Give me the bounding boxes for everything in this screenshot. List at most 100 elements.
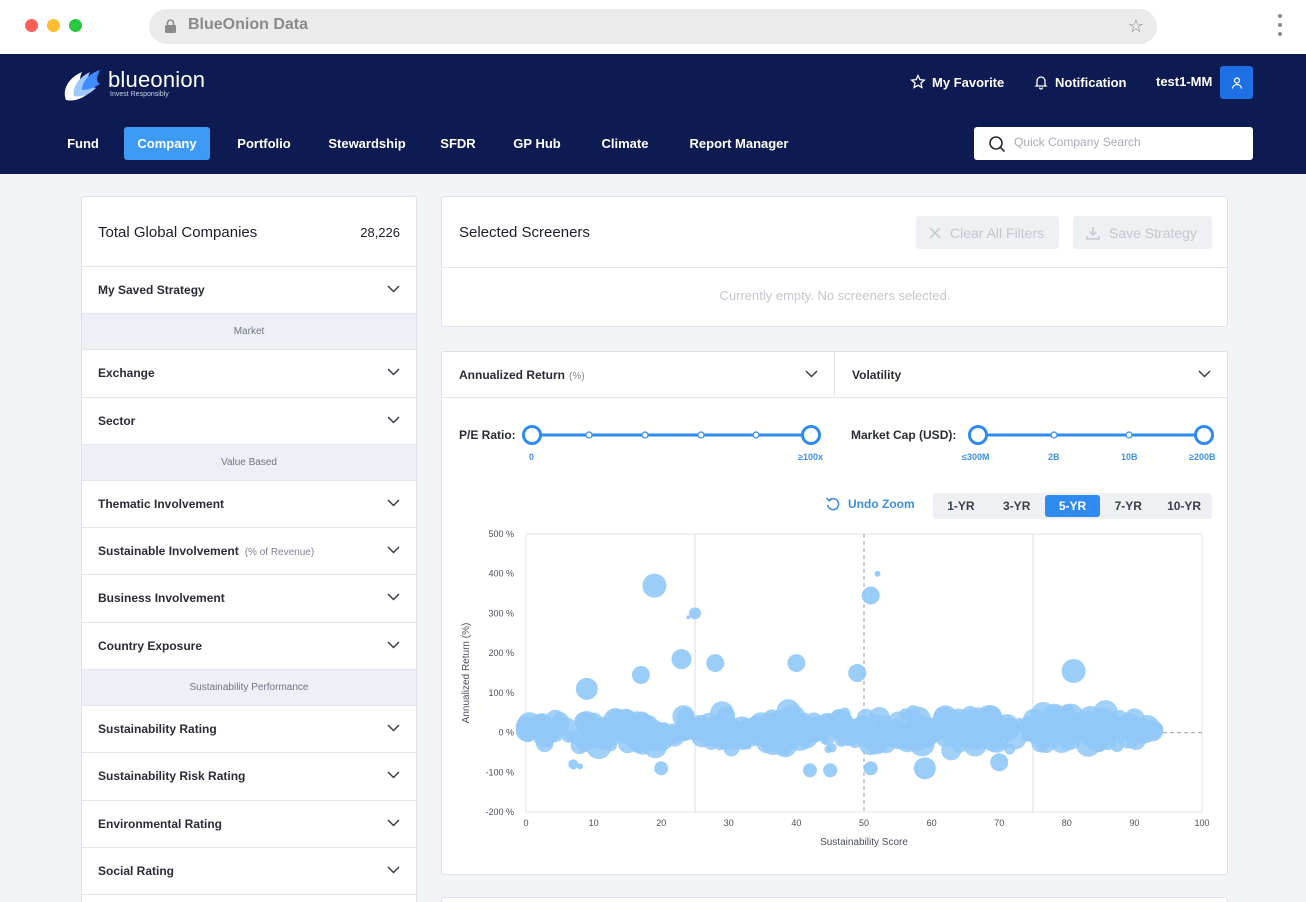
x-tick-label: 50 (859, 818, 869, 828)
save-strategy-button[interactable]: Save Strategy (1073, 216, 1212, 249)
data-point (607, 708, 624, 725)
chevron-down-icon (387, 499, 400, 507)
y-metric-unit: (%) (569, 371, 585, 382)
period-3yr[interactable]: 3-YR (1003, 499, 1031, 513)
y-axis-label: Annualized Return (%) (461, 623, 472, 724)
filter-business-involvement[interactable]: Business Involvement (82, 575, 416, 623)
data-point (827, 716, 843, 732)
divider (442, 267, 1227, 268)
filter-sustainability-risk-rating[interactable]: Sustainability Risk Rating (82, 753, 416, 801)
tab-sfdr[interactable]: SFDR (440, 136, 476, 151)
mcap-tick: 10B (1121, 452, 1138, 462)
data-point (951, 727, 969, 744)
data-point (573, 727, 581, 735)
user-icon (1231, 76, 1242, 89)
quick-search[interactable] (974, 127, 1253, 160)
mcap-min-handle[interactable] (968, 425, 988, 445)
star-icon (910, 74, 926, 89)
period-1yr[interactable]: 1-YR (947, 499, 975, 513)
filter-exchange[interactable]: Exchange (82, 350, 416, 398)
brand-name: blueonion (108, 67, 206, 92)
save-strategy-label: Save Strategy (1109, 224, 1197, 241)
filter-saved-strategy[interactable]: My Saved Strategy (82, 267, 416, 315)
filter-panel: Total Global Companies 28,226 My Saved S… (81, 196, 417, 902)
y-metric-dropdown[interactable]: Annualized Return (%) (442, 352, 835, 398)
filter-sustainable-involvement[interactable]: Sustainable Involvement (% of Revenue) (82, 528, 416, 576)
my-favorite-label: My Favorite (932, 74, 1005, 90)
maximize-window-icon[interactable] (69, 19, 82, 32)
pe-max-handle[interactable] (801, 425, 821, 445)
filter-country-exposure[interactable]: Country Exposure (82, 623, 416, 671)
data-point (581, 717, 596, 732)
tab-fund[interactable]: Fund (67, 136, 99, 151)
period-5yr[interactable]: 5-YR (1044, 495, 1101, 517)
tab-report-manager[interactable]: Report Manager (689, 136, 789, 151)
market-cap-label: Market Cap (USD): (851, 428, 957, 442)
pe-min-tick: 0 (529, 452, 535, 462)
data-point (1007, 720, 1020, 733)
tab-stewardship[interactable]: Stewardship (328, 136, 406, 151)
filter-label: Sustainable Involvement (% of Revenue) (98, 544, 314, 558)
data-point (686, 615, 691, 620)
undo-zoom-button[interactable]: Undo Zoom (825, 496, 915, 512)
tab-company[interactable]: Company (124, 127, 210, 160)
data-point (642, 573, 667, 598)
data-point (997, 743, 1004, 750)
chevron-down-icon (387, 546, 400, 554)
market-cap-slider[interactable] (967, 424, 1217, 446)
y-tick-label: 200 % (488, 648, 514, 658)
pe-max-tick: ≥100x (798, 452, 823, 462)
tab-climate[interactable]: Climate (601, 136, 649, 151)
filter-sector[interactable]: Sector (82, 398, 416, 445)
filter-social-rating[interactable]: Social Rating (82, 848, 416, 896)
user-name[interactable]: test1-MM (1156, 74, 1212, 89)
filter-thematic-involvement[interactable]: Thematic Involvement (82, 481, 416, 529)
tab-gp-hub[interactable]: GP Hub (513, 136, 561, 151)
data-point (913, 757, 936, 780)
notification-link[interactable]: Notification (1033, 74, 1127, 90)
bookmark-star-icon[interactable]: ☆ (1127, 16, 1144, 36)
data-point (798, 712, 812, 726)
period-10yr[interactable]: 10-YR (1167, 499, 1202, 513)
pe-ratio-slider[interactable] (521, 424, 823, 446)
search-input[interactable] (1014, 135, 1234, 149)
data-point (519, 726, 536, 743)
filter-environmental-rating[interactable]: Environmental Rating (82, 801, 416, 848)
data-point (802, 763, 817, 778)
search-icon (989, 136, 1006, 153)
data-point (616, 720, 631, 735)
x-tick-label: 10 (589, 818, 599, 828)
address-bar[interactable]: BlueOnion Data ☆ (149, 9, 1157, 44)
y-tick-label: 100 % (488, 688, 514, 698)
browser-menu-icon[interactable] (1274, 14, 1286, 40)
data-point (755, 729, 765, 740)
tab-portfolio[interactable]: Portfolio (237, 136, 291, 151)
data-point (1125, 713, 1134, 723)
x-tick-label: 80 (1062, 818, 1072, 828)
my-favorite-link[interactable]: My Favorite (910, 74, 1004, 90)
empty-screeners-message: Currently empty. No screeners selected. (719, 288, 951, 303)
avatar[interactable] (1220, 66, 1253, 99)
brand-logo[interactable]: blueonion Invest Responsibly (58, 66, 218, 106)
mcap-max-handle[interactable] (1194, 425, 1214, 445)
chevron-down-icon (387, 641, 400, 649)
close-window-icon[interactable] (25, 19, 38, 32)
filter-sustainability-rating[interactable]: Sustainability Rating (82, 706, 416, 754)
data-point (936, 729, 954, 748)
period-7yr[interactable]: 7-YR (1114, 499, 1142, 513)
pe-min-handle[interactable] (522, 425, 542, 445)
filter-label: Environmental Rating (98, 816, 223, 831)
data-point (856, 708, 876, 728)
x-metric-dropdown[interactable]: Volatility (835, 352, 1227, 398)
data-point (618, 730, 632, 745)
filter-label: Exchange (98, 366, 155, 381)
minimize-window-icon[interactable] (47, 19, 60, 32)
clear-all-filters-button[interactable]: Clear All Filters (916, 216, 1059, 249)
filter-label: Sustainability Risk Rating (98, 769, 246, 784)
data-point (840, 723, 863, 745)
x-tick-label: 40 (791, 818, 801, 828)
group-market: Market (82, 314, 416, 351)
scatter-chart[interactable]: 500 % 400 % 300 % 200 % 100 % 0 % -100 % -200 %… (442, 522, 1227, 857)
data-point (1054, 721, 1079, 746)
data-point (690, 729, 702, 742)
